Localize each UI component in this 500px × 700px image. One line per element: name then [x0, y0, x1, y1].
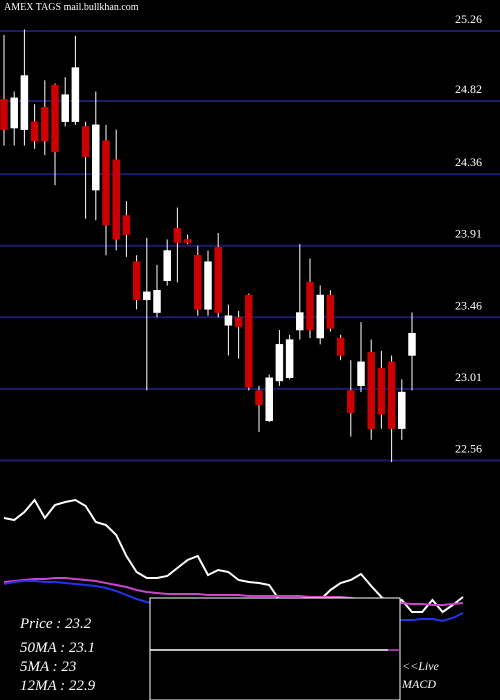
candle-body	[224, 315, 233, 326]
candle-body	[183, 239, 192, 243]
candle-body	[194, 255, 202, 310]
candle-body	[347, 390, 355, 413]
macd-box	[149, 597, 401, 700]
info-line: 5MA : 23	[20, 659, 76, 675]
candle-body	[30, 121, 39, 142]
candle-body	[0, 99, 8, 130]
candle-body	[20, 75, 29, 130]
y-tick-label: 23.91	[455, 227, 482, 241]
candle-body	[122, 215, 131, 235]
y-tick-label: 23.46	[455, 298, 482, 312]
candle-body	[234, 317, 243, 328]
candle-body	[143, 291, 151, 301]
candle-body	[112, 159, 120, 240]
info-line: 50MA : 23.1	[20, 640, 95, 656]
candle-body	[377, 367, 386, 415]
candle-body	[81, 126, 90, 157]
candle-body	[163, 250, 171, 281]
candle-body	[306, 282, 314, 331]
y-tick-label: 24.82	[455, 82, 482, 96]
info-line: Price : 23.2	[19, 616, 92, 632]
candle-body	[316, 294, 324, 339]
info-line: 12MA : 22.9	[20, 678, 96, 694]
candle-body	[408, 332, 416, 356]
y-tick-label: 22.56	[455, 441, 482, 455]
candle-body	[285, 339, 294, 378]
candle-body	[10, 97, 18, 129]
candle-body	[51, 84, 59, 153]
candles	[0, 29, 416, 463]
candle-body	[275, 344, 284, 382]
candle-body	[102, 140, 110, 226]
candle-body	[71, 67, 80, 122]
candle-body	[41, 107, 49, 142]
header: AMEX TAGS mail.bullkhan.com	[4, 2, 139, 13]
candle-body	[336, 337, 345, 356]
y-tick-label: 25.26	[455, 12, 482, 26]
candle-body	[204, 261, 212, 310]
candle-body	[265, 377, 273, 421]
candle-body	[214, 247, 222, 313]
live-label: <<Live	[402, 659, 440, 673]
candle-body	[367, 352, 375, 429]
candle-body	[132, 261, 141, 301]
candle-body	[92, 124, 100, 191]
candle-body	[255, 390, 263, 406]
candle-body	[245, 294, 253, 388]
candle-body	[326, 294, 335, 329]
macd-label: MACD	[401, 677, 436, 691]
y-tick-label: 24.36	[455, 155, 482, 169]
candle-body	[61, 94, 69, 122]
candle-body	[398, 391, 406, 429]
candle-body	[387, 361, 396, 429]
y-tick-label: 23.01	[455, 370, 482, 384]
candle-body	[173, 227, 182, 243]
candle-body	[357, 361, 365, 386]
candle-body	[153, 290, 161, 313]
candle-body	[296, 312, 304, 331]
grid: 25.26 24.82 24.36 23.91 23.46 23.01 22.56	[0, 12, 500, 462]
